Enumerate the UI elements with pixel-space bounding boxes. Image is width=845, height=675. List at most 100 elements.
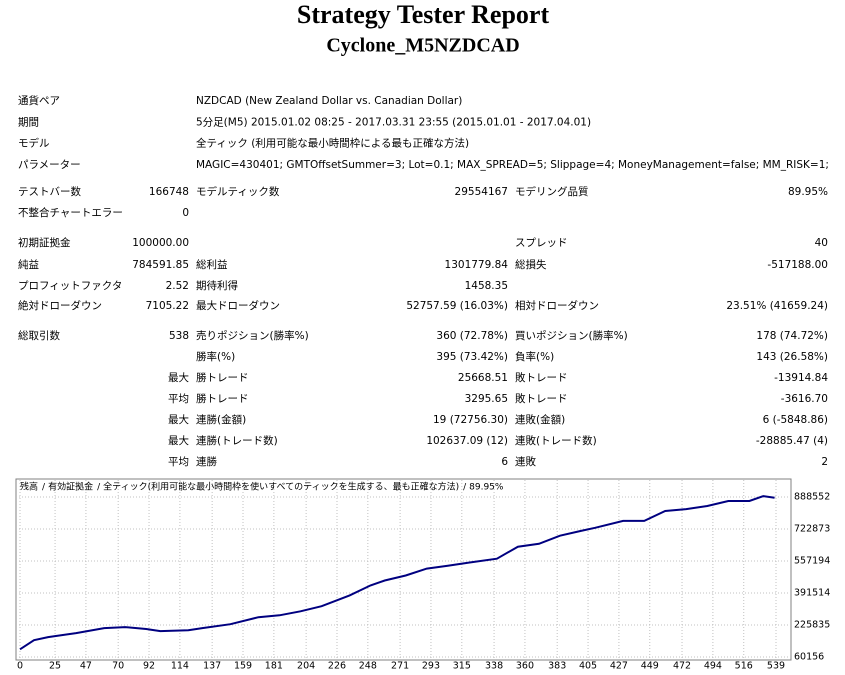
x-tick-label: 204 [297,661,315,672]
stat-label: 勝トレード [196,392,249,405]
info-label: パラメーター [18,159,81,171]
x-tick-label: 293 [422,661,440,672]
stat-value: 360 (72.78%) [436,330,508,342]
stat-value: 19 (72756.30) [433,414,508,426]
x-tick-label: 449 [641,661,659,672]
stat-value: 784591.85 [132,259,189,271]
stat-label: 初期証拠金 [18,236,71,249]
x-tick-label: 181 [265,661,283,672]
info-value: 全ティック (利用可能な最小時間枠による最も正確な方法) [196,137,469,150]
stat-value: 29554167 [455,186,508,198]
stat-label: 期待利得 [196,279,238,292]
stat-value: 3295.65 [465,393,508,405]
stat-value: 166748 [149,186,189,198]
stat-value: 143 (26.58%) [756,351,828,363]
stat-value: 40 [815,237,828,249]
stat-label: 売りポジション(勝率%) [196,329,309,342]
stat-value: 0 [182,207,189,219]
x-tick-label: 114 [171,661,189,672]
stat-label: テストバー数 [18,185,81,198]
legend-separator: / [97,483,101,493]
stat-label: 最大ドローダウン [196,299,280,312]
stat-value: 178 (74.72%) [756,330,828,342]
stat-value: 最大 [168,413,189,426]
stat-label: 総利益 [196,258,228,271]
report-title: Strategy Tester Report [297,0,550,29]
stat-value: -13914.84 [774,372,828,384]
x-tick-label: 47 [80,661,92,672]
stat-value: 6 [501,456,508,468]
stat-value: 平均 [168,456,189,468]
x-tick-label: 137 [203,661,221,672]
legend-entry: 残高 [20,481,38,493]
stat-value: 89.95% [788,186,828,198]
x-tick-label: 70 [112,661,124,672]
x-tick-label: 159 [234,661,252,672]
info-label: 期間 [18,116,39,128]
x-tick-label: 405 [579,661,597,672]
report-subtitle: Cyclone_M5NZDCAD [326,35,519,57]
x-tick-label: 92 [143,661,155,672]
stat-value: 395 (73.42%) [436,351,508,363]
stat-label: 連勝(トレード数) [196,434,278,447]
stat-label: 連勝(金額) [196,413,246,426]
stat-label: 敗トレード [515,392,568,405]
stat-value: -517188.00 [767,259,828,271]
stat-value: 7105.22 [146,300,189,312]
stat-label: 連敗(金額) [515,413,565,426]
stat-value: 6 (-5848.86) [763,414,828,426]
stat-value: 538 [169,330,189,342]
stat-value: 23.51% (41659.24) [726,300,828,312]
y-tick-label: 722873 [794,523,830,534]
x-tick-label: 427 [610,661,628,672]
y-tick-label: 557194 [794,555,830,566]
x-tick-label: 226 [328,661,346,672]
stat-value: 1301779.84 [445,259,509,271]
x-tick-label: 315 [453,661,471,672]
stat-label: 連敗(トレード数) [515,434,597,447]
legend-separator: / [463,483,467,493]
stat-value: 52757.59 (16.03%) [406,300,508,312]
y-tick-label: 391514 [794,588,830,599]
stat-value: 2.52 [166,280,189,292]
info-value: 5分足(M5) 2015.01.02 08:25 - 2017.03.31 23… [196,116,591,128]
info-label: 通貨ペア [18,94,60,107]
balance-line [19,495,775,651]
y-tick-label: 60156 [794,652,824,663]
x-tick-label: 360 [516,661,534,672]
x-tick-label: 0 [17,661,23,672]
stat-label: 総取引数 [18,329,60,342]
info-value: NZDCAD (New Zealand Dollar vs. Canadian … [196,95,462,107]
x-tick-label: 494 [704,661,722,672]
x-tick-label: 248 [359,661,377,672]
x-tick-label: 271 [391,661,409,672]
stat-value: 最大 [168,434,189,447]
chart-frame [15,478,792,661]
stat-value: 平均 [168,393,189,405]
stat-label: 連勝 [196,455,217,468]
info-value: MAGIC=430401; GMTOffsetSummer=3; Lot=0.1… [196,159,829,171]
stat-label: 絶対ドローダウン [18,299,102,312]
stat-value: -3616.70 [781,393,828,405]
stat-value: 最大 [168,371,189,384]
stat-value: 100000.00 [132,237,189,249]
stat-label: 連敗 [515,455,536,468]
stat-value: 25668.51 [458,372,508,384]
stat-label: 相対ドローダウン [515,299,599,312]
legend-entry: 有効証拠金 [48,481,93,493]
x-tick-label: 383 [548,661,566,672]
legend-entry: 全ティック(利用可能な最小時間枠を使いすべてのティックを生成する、最も正確な方法… [103,481,459,493]
x-tick-label: 539 [767,661,785,672]
stat-label: 純益 [18,258,39,271]
stat-value: 1458.35 [465,280,508,292]
info-label: モデル [18,137,50,150]
stat-label: 勝トレード [196,371,249,384]
x-tick-label: 516 [735,661,753,672]
stat-label: モデリング品質 [515,185,589,198]
x-tick-label: 472 [673,661,691,672]
stat-value: 2 [821,456,828,468]
legend-entry: 89.95% [469,483,504,493]
stat-label: 不整合チャートエラー [18,206,123,219]
y-tick-label: 888552 [794,492,830,503]
